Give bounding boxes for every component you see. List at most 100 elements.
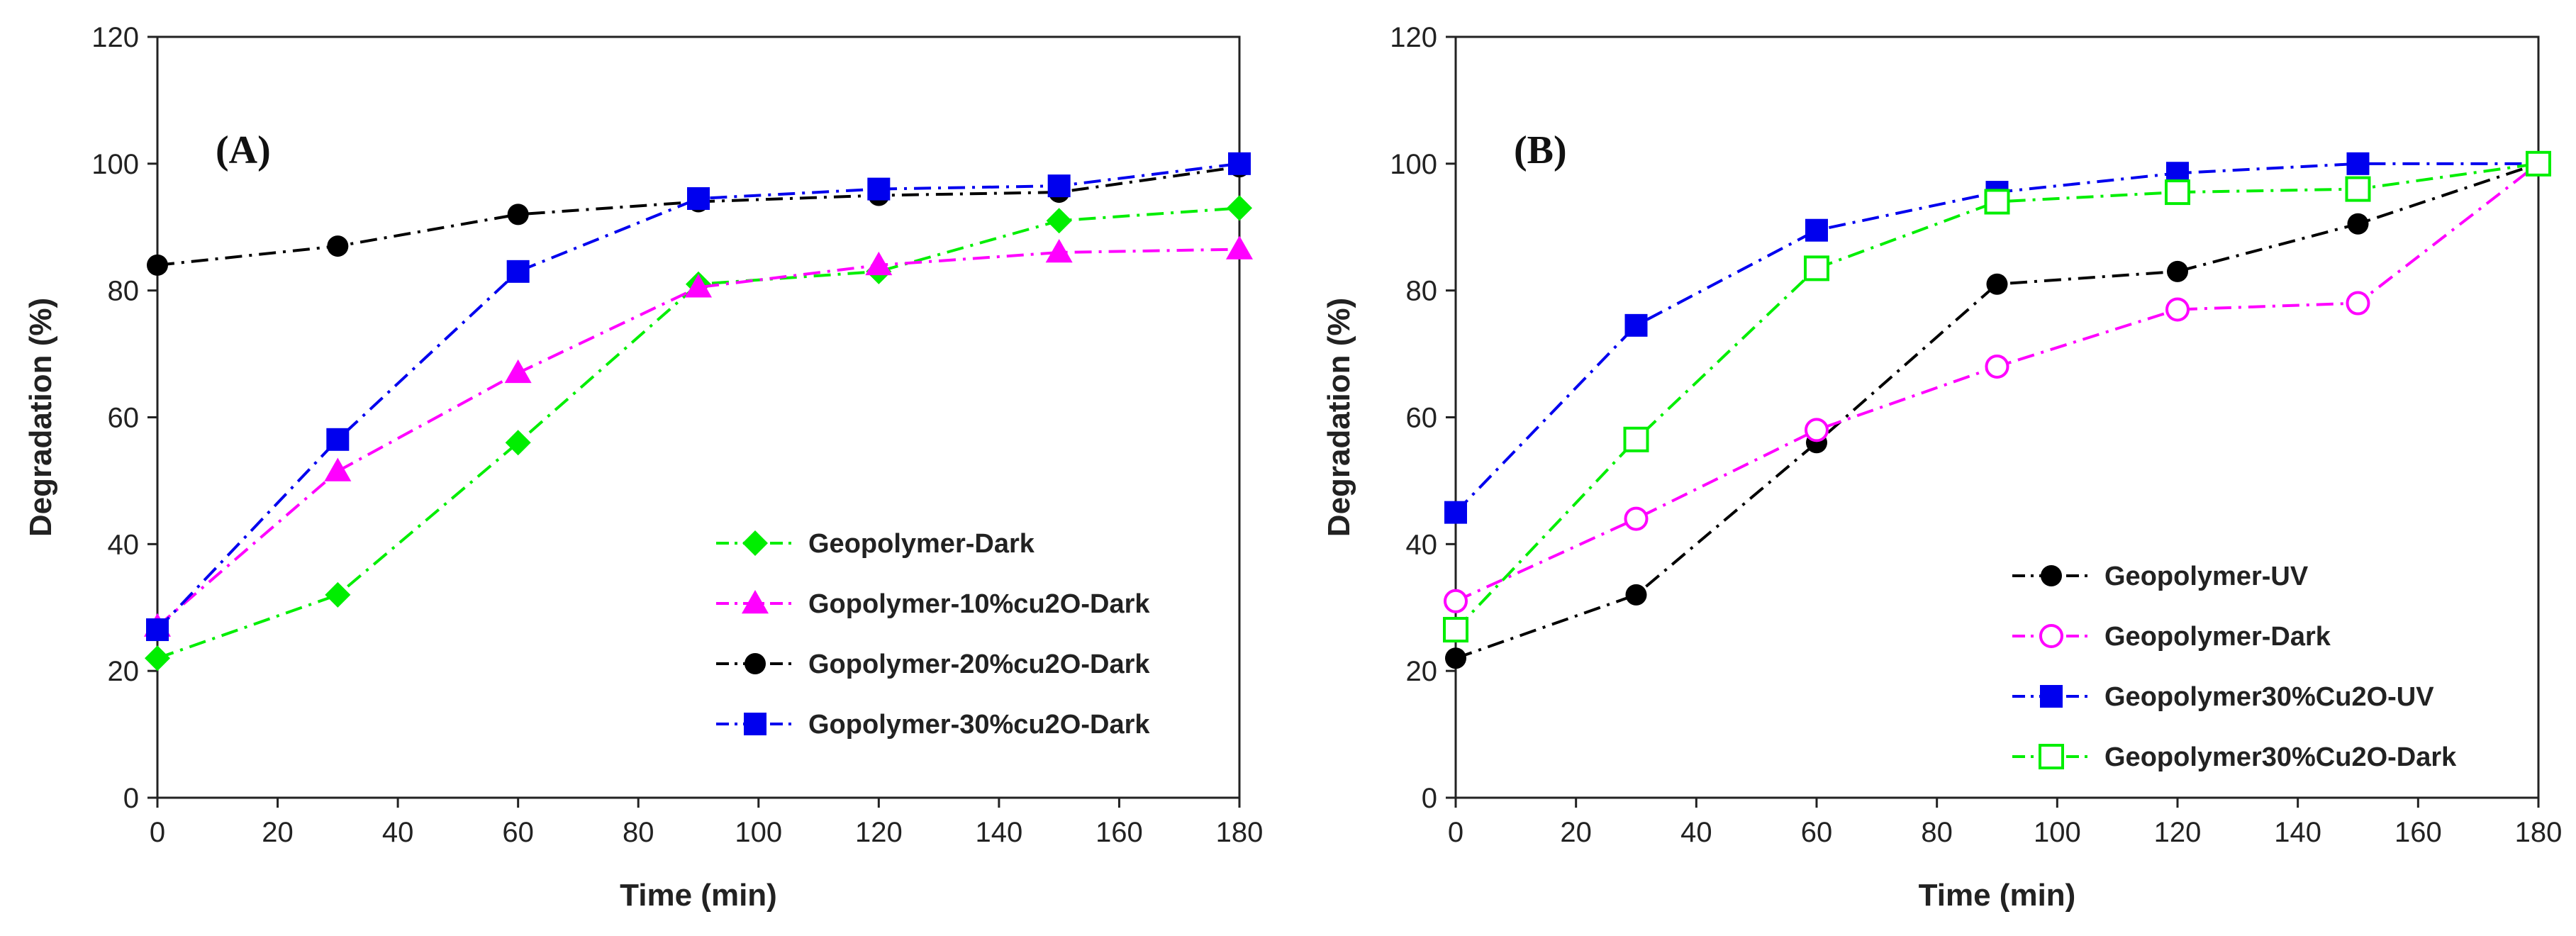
x-tick-label: 140: [2274, 817, 2321, 848]
series-line: [1454, 162, 2539, 631]
x-tick-label: 100: [735, 817, 782, 848]
data-point: [1985, 354, 2009, 379]
data-point: [1623, 426, 1649, 452]
y-tick-label: 60: [1406, 403, 1438, 434]
legend-label: Geopolymer-UV: [2104, 562, 2309, 591]
x-axis-title: Time (min): [620, 878, 777, 913]
x-tick-label: 100: [2034, 817, 2081, 848]
x-tick-label: 0: [1448, 817, 1463, 848]
data-point: [867, 177, 891, 201]
data-point: [1444, 589, 1468, 613]
x-tick-label: 80: [623, 817, 654, 848]
x-tick-label: 60: [502, 817, 534, 848]
x-tick-label: 180: [2515, 817, 2563, 848]
data-point: [145, 645, 170, 672]
data-point: [1804, 255, 1829, 282]
x-tick-label: 40: [382, 817, 414, 848]
y-tick-label: 120: [1390, 22, 1437, 53]
y-tick-label: 20: [108, 656, 140, 687]
data-point: [1625, 584, 1647, 606]
legend-label: Gopolymer-20%cu2O-Dark: [808, 650, 1150, 679]
x-tick-label: 20: [1560, 817, 1592, 848]
y-tick-label: 100: [1390, 149, 1437, 180]
data-point: [506, 260, 530, 283]
x-tick-label: 160: [2394, 817, 2442, 848]
series-line: [157, 165, 1240, 267]
data-point: [2346, 291, 2370, 316]
series-geopolymer-dark: [1444, 151, 2550, 613]
series-gopolymer-30-cu2o-dark: [146, 152, 1251, 642]
data-point: [1227, 195, 1252, 221]
legend-marker: [744, 713, 766, 735]
data-point: [1805, 218, 1828, 242]
data-point: [1624, 313, 1648, 337]
x-tick-label: 60: [1801, 817, 1833, 848]
data-point: [1045, 239, 1073, 263]
data-point: [2345, 176, 2371, 202]
legend-marker: [2039, 624, 2063, 648]
legend: Geopolymer-UV Geopolymer-Dark Geopolymer30…: [2012, 562, 2457, 772]
legend-label: Gopolymer-10%cu2O-Dark: [808, 589, 1150, 619]
data-point: [2347, 213, 2369, 235]
legend-label: Geopolymer-Dark: [2104, 622, 2331, 652]
y-tick-label: 0: [123, 783, 139, 814]
x-axis-title: Time (min): [1919, 878, 2076, 913]
legend-marker: [742, 530, 768, 556]
series-geopolymer30-cu2o-dark: [1443, 150, 2551, 643]
data-point: [1226, 235, 1253, 260]
data-point: [507, 204, 529, 225]
data-point: [1046, 208, 1072, 234]
legend-marker: [2039, 744, 2064, 769]
y-tick-label: 100: [91, 149, 139, 180]
data-point: [2167, 260, 2188, 282]
legend-label: Geopolymer30%Cu2O-Dark: [2104, 742, 2457, 772]
x-tick-label: 20: [262, 817, 294, 848]
series-line: [156, 162, 1240, 631]
chart-panel-a: 0 20 40 60 80 100 120 0 20 40 60 80 100 120 140 160 180 T…: [23, 22, 1263, 913]
y-tick-label: 20: [1406, 656, 1438, 687]
series-geopolymer-uv: [1445, 152, 2549, 669]
data-point: [324, 457, 352, 481]
data-point: [1228, 152, 1251, 175]
legend-marker: [2040, 685, 2063, 708]
chart-panel-b: 0 20 40 60 80 100 120 0 20 40 60 80 100 120 140 160 180 T…: [1322, 22, 2562, 913]
data-point: [504, 359, 532, 384]
x-tick-label: 40: [1680, 817, 1712, 848]
y-tick-label: 80: [108, 276, 140, 307]
x-tick-label: 0: [150, 817, 165, 848]
data-point: [325, 581, 351, 608]
x-tick-label: 80: [1921, 817, 1953, 848]
data-point: [2165, 179, 2190, 206]
data-point: [1047, 174, 1071, 198]
data-point: [1443, 617, 1468, 643]
series-line: [1454, 162, 2538, 514]
data-point: [2165, 297, 2190, 322]
data-point: [865, 251, 893, 276]
legend-label: Geopolymer30%Cu2O-UV: [2104, 682, 2434, 712]
series-gopolymer-10-cu2o-dark: [144, 235, 1253, 637]
legend-label: Gopolymer-30%cu2O-Dark: [808, 710, 1150, 740]
data-point: [1984, 189, 2010, 215]
plot-frame: [156, 35, 1241, 799]
data-point: [685, 274, 712, 298]
data-point: [2526, 150, 2551, 177]
panel-label: (A): [216, 128, 271, 172]
legend-marker: [742, 590, 769, 614]
y-axis-title: Degradation (%): [1322, 298, 1356, 537]
data-point: [1624, 506, 1649, 531]
data-point: [1444, 501, 1467, 524]
y-tick-label: 60: [108, 403, 140, 434]
data-point: [2346, 152, 2370, 175]
x-tick-label: 120: [855, 817, 903, 848]
x-tick-label: 180: [1216, 817, 1264, 848]
series-line: [156, 247, 1240, 628]
y-tick-label: 40: [108, 529, 140, 560]
series-line: [1455, 162, 2540, 603]
data-point: [1445, 647, 1466, 669]
y-tick-label: 40: [1406, 529, 1438, 560]
data-point: [1805, 418, 1829, 442]
series-gopolymer-20-cu2o-dark: [147, 156, 1250, 276]
data-point: [147, 254, 168, 276]
legend-marker: [2041, 565, 2062, 586]
